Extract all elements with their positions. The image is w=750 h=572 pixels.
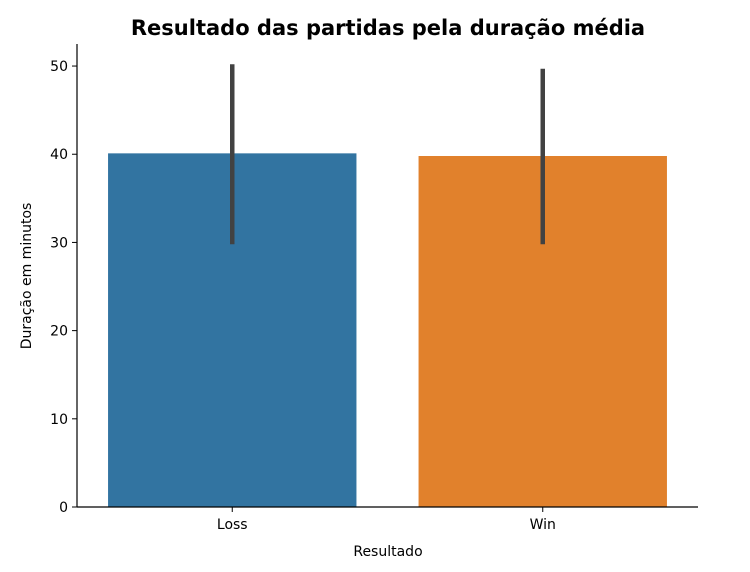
y-tick-label: 40: [50, 147, 68, 163]
error-bars-layer: [230, 64, 545, 245]
y-tick-label: 10: [50, 412, 68, 428]
y-ticks: 0 10 20 30 40 50: [50, 59, 77, 516]
x-tick-label-loss: Loss: [217, 517, 248, 533]
x-axis-label: Resultado: [353, 544, 422, 560]
y-tick-label: 50: [50, 59, 68, 75]
chart-title: Resultado das partidas pela duração médi…: [131, 16, 645, 40]
x-tick-label-win: Win: [530, 517, 556, 533]
y-tick-label: 30: [50, 235, 68, 251]
y-axis-label: Duração em minutos: [19, 203, 35, 350]
y-tick-label: 0: [59, 500, 68, 516]
x-ticks: Loss Win: [217, 507, 556, 533]
y-tick-label: 20: [50, 324, 68, 340]
bars-layer: [108, 153, 667, 508]
